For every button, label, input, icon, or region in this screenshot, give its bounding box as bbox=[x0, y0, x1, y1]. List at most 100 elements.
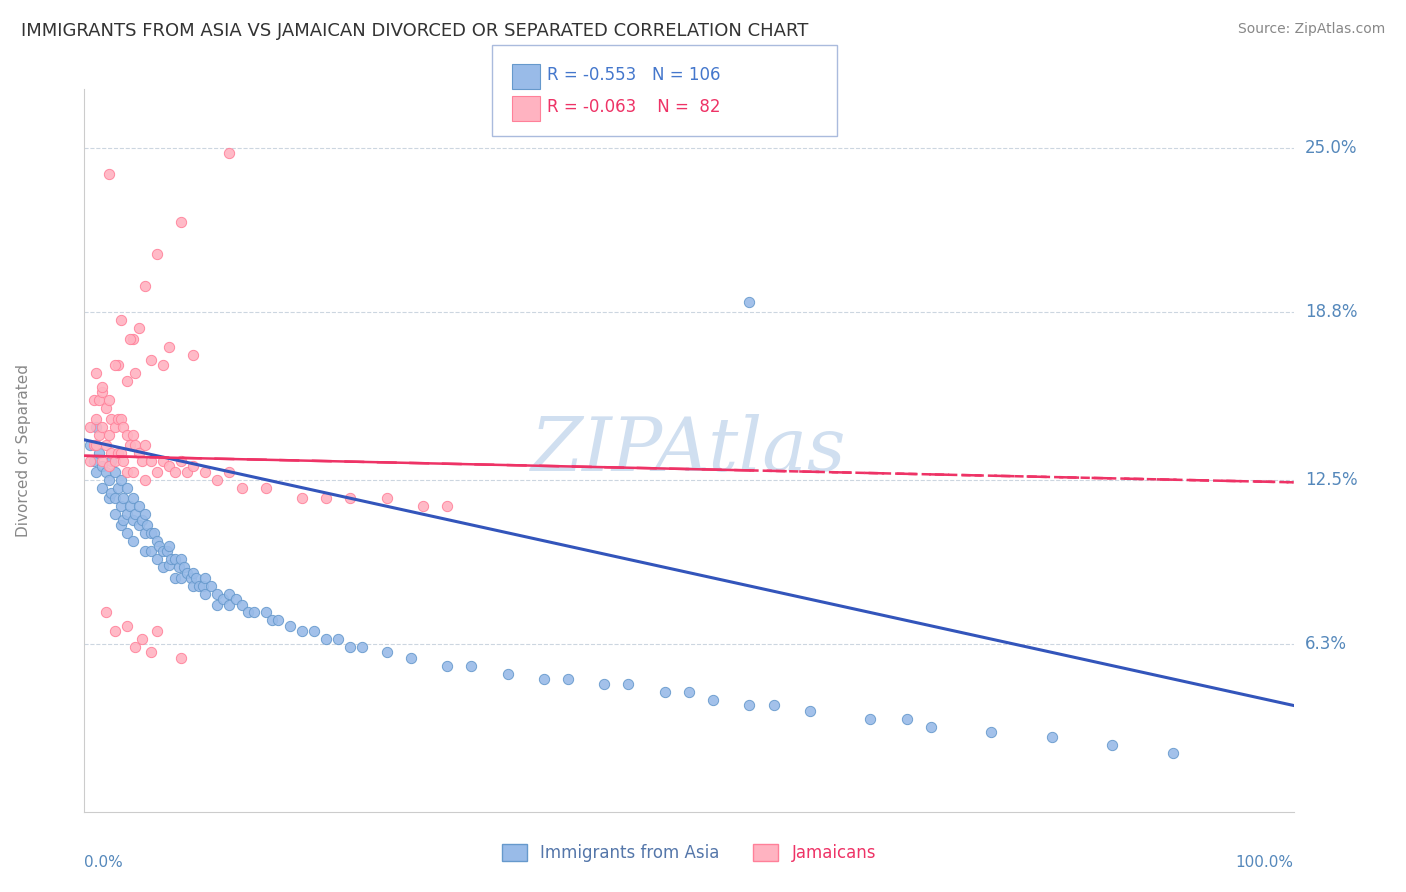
Point bbox=[79, 419, 101, 434]
Point bbox=[86, 411, 108, 425]
Point bbox=[146, 533, 169, 548]
Point bbox=[702, 693, 724, 707]
Point bbox=[83, 392, 105, 407]
Point bbox=[134, 473, 156, 487]
Point bbox=[157, 459, 180, 474]
Point bbox=[315, 491, 337, 506]
Point bbox=[291, 624, 314, 639]
Point bbox=[157, 340, 180, 354]
Point bbox=[134, 507, 156, 521]
Point bbox=[121, 465, 143, 479]
Point bbox=[139, 353, 162, 368]
Point bbox=[799, 704, 821, 718]
Point bbox=[115, 465, 138, 479]
Point bbox=[86, 438, 108, 452]
Text: Divorced or Separated: Divorced or Separated bbox=[17, 364, 31, 537]
Point bbox=[104, 419, 127, 434]
Point bbox=[121, 533, 143, 548]
Text: ZIPAtlas: ZIPAtlas bbox=[531, 414, 846, 487]
Point bbox=[191, 579, 214, 593]
Point bbox=[100, 411, 122, 425]
Point bbox=[165, 552, 187, 566]
Point bbox=[124, 438, 146, 452]
Point bbox=[115, 619, 138, 633]
Point bbox=[87, 427, 110, 442]
Point bbox=[91, 459, 114, 474]
Point bbox=[107, 446, 129, 460]
Point bbox=[146, 552, 169, 566]
Text: 25.0%: 25.0% bbox=[1305, 138, 1357, 157]
Point bbox=[146, 624, 169, 639]
Point bbox=[231, 481, 253, 495]
Point bbox=[134, 278, 156, 293]
Point bbox=[97, 427, 120, 442]
Point bbox=[86, 419, 108, 434]
Point bbox=[91, 380, 114, 394]
Point bbox=[112, 491, 135, 506]
Point bbox=[218, 465, 240, 479]
Point bbox=[131, 512, 153, 526]
Point bbox=[148, 539, 170, 553]
Point bbox=[738, 698, 761, 713]
Point bbox=[557, 672, 579, 686]
Point bbox=[654, 685, 676, 699]
Point bbox=[218, 598, 240, 612]
Point bbox=[593, 677, 616, 691]
Point bbox=[152, 560, 174, 574]
Point bbox=[79, 454, 101, 468]
Point bbox=[231, 598, 253, 612]
Text: IMMIGRANTS FROM ASIA VS JAMAICAN DIVORCED OR SEPARATED CORRELATION CHART: IMMIGRANTS FROM ASIA VS JAMAICAN DIVORCE… bbox=[21, 22, 808, 40]
Point bbox=[94, 401, 117, 415]
Point bbox=[120, 332, 142, 346]
Point bbox=[107, 411, 129, 425]
Point bbox=[110, 446, 132, 460]
Point bbox=[112, 454, 135, 468]
Point bbox=[100, 486, 122, 500]
Text: 100.0%: 100.0% bbox=[1236, 855, 1294, 870]
Point bbox=[170, 650, 193, 665]
Point bbox=[170, 571, 193, 585]
Point bbox=[128, 500, 150, 514]
Point bbox=[115, 427, 138, 442]
Point bbox=[207, 587, 229, 601]
Point bbox=[160, 552, 183, 566]
Point bbox=[83, 454, 105, 468]
Point bbox=[146, 247, 169, 261]
Point bbox=[134, 525, 156, 540]
Point bbox=[399, 650, 422, 665]
Point bbox=[242, 606, 264, 620]
Point bbox=[254, 481, 277, 495]
Point bbox=[181, 579, 204, 593]
Point bbox=[315, 632, 337, 646]
Point bbox=[260, 614, 283, 628]
Point bbox=[124, 507, 146, 521]
Point bbox=[124, 640, 146, 654]
Point bbox=[302, 624, 325, 639]
Point bbox=[762, 698, 785, 713]
Point bbox=[115, 375, 138, 389]
Point bbox=[194, 571, 217, 585]
Text: 18.8%: 18.8% bbox=[1305, 303, 1357, 321]
Point bbox=[87, 392, 110, 407]
Text: R = -0.553   N = 106: R = -0.553 N = 106 bbox=[547, 66, 720, 84]
Point bbox=[176, 566, 198, 580]
Point bbox=[167, 560, 190, 574]
Point bbox=[170, 215, 193, 229]
Point bbox=[91, 384, 114, 399]
Point bbox=[115, 507, 138, 521]
Point bbox=[128, 321, 150, 335]
Text: R = -0.063    N =  82: R = -0.063 N = 82 bbox=[547, 98, 720, 116]
Point bbox=[278, 619, 301, 633]
Point bbox=[87, 446, 110, 460]
Point bbox=[121, 491, 143, 506]
Point bbox=[152, 454, 174, 468]
Point bbox=[120, 500, 142, 514]
Point bbox=[139, 645, 162, 659]
Point bbox=[121, 512, 143, 526]
Point bbox=[97, 473, 120, 487]
Point bbox=[128, 446, 150, 460]
Point bbox=[180, 571, 202, 585]
Point bbox=[218, 587, 240, 601]
Point bbox=[1040, 731, 1063, 745]
Point bbox=[170, 552, 193, 566]
